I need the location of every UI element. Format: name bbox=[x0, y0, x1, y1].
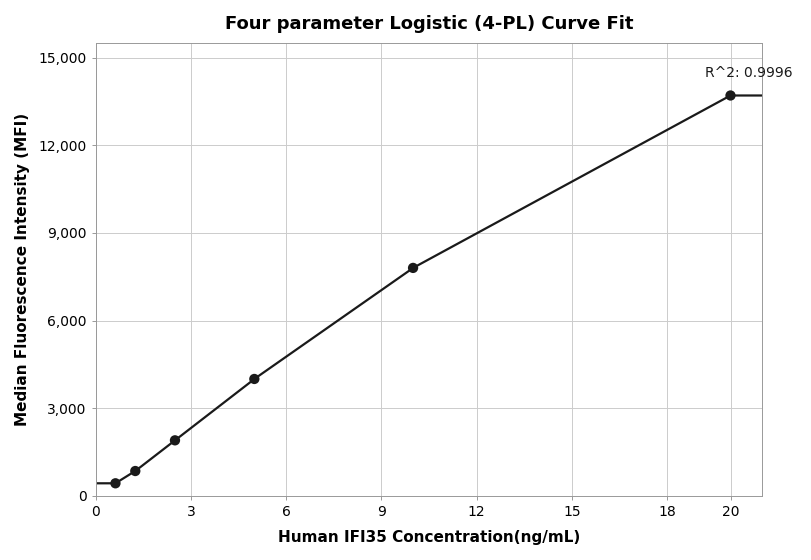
Point bbox=[109, 479, 122, 488]
Point bbox=[248, 375, 261, 384]
X-axis label: Human IFI35 Concentration(ng/mL): Human IFI35 Concentration(ng/mL) bbox=[278, 530, 580, 545]
Point bbox=[406, 263, 419, 272]
Point bbox=[169, 436, 182, 445]
Text: R^2: 0.9996: R^2: 0.9996 bbox=[705, 66, 792, 80]
Point bbox=[129, 466, 142, 475]
Y-axis label: Median Fluorescence Intensity (MFI): Median Fluorescence Intensity (MFI) bbox=[15, 113, 30, 426]
Title: Four parameter Logistic (4-PL) Curve Fit: Four parameter Logistic (4-PL) Curve Fit bbox=[225, 15, 633, 33]
Point bbox=[724, 91, 737, 100]
